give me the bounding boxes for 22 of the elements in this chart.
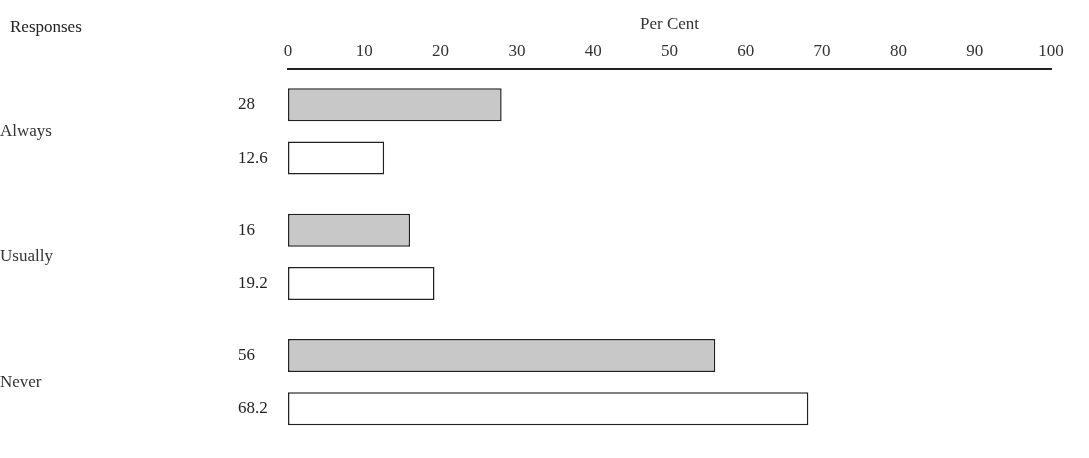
- x2-tick-label: 90: [966, 41, 984, 61]
- data-label: 19.2: [238, 272, 268, 292]
- x2-tick-label: 20: [432, 41, 450, 61]
- x2-tick-label: 100: [1038, 41, 1064, 61]
- x2-tick-label: 10: [355, 41, 373, 61]
- x2-tick-label: 0: [283, 41, 293, 61]
- data-label: 28: [238, 94, 255, 114]
- x2-tick-label: 80: [889, 41, 907, 61]
- y-axis-title: Responses: [10, 17, 82, 37]
- x2-tick-label: 60: [737, 41, 755, 61]
- y-tick-label: Always: [0, 120, 52, 140]
- data-label: 12.6: [238, 147, 268, 167]
- x2-tick-label: 40: [584, 41, 602, 61]
- x2-tick-label: 30: [508, 41, 526, 61]
- x2-tick-label: 70: [813, 41, 831, 61]
- data-label: 68.2: [238, 398, 268, 418]
- data-label: 56: [238, 344, 255, 364]
- x2-tick-label: 50: [661, 41, 678, 61]
- y-tick-label: Never: [0, 371, 42, 391]
- data-label: 16: [238, 219, 255, 239]
- y-tick-label: Usually: [0, 246, 54, 266]
- x2-axis-title: Per Cent: [639, 13, 700, 33]
